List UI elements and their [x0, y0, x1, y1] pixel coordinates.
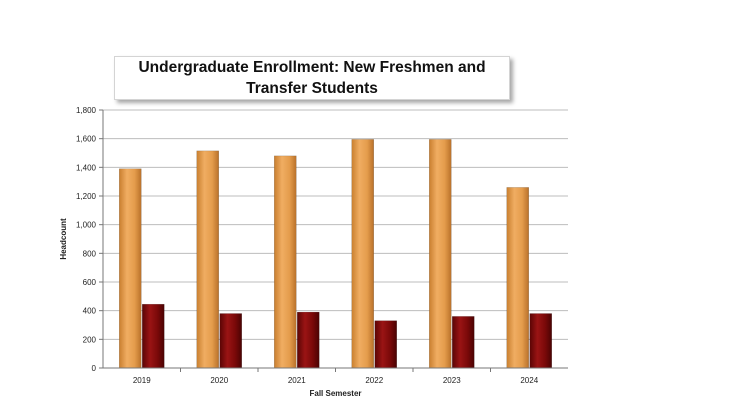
y-axis-ticks: 0 200 400 600 800 1,000 1,200 1,400 1,600 1,800 — [76, 106, 103, 373]
x-tick-label: 2022 — [365, 376, 383, 385]
x-axis-label: Fall Semester — [309, 389, 361, 398]
bar-series-1 — [119, 168, 142, 369]
y-tick-label: 1,000 — [76, 221, 97, 230]
x-tick-label: 2019 — [133, 376, 151, 385]
bar-series-2 — [529, 313, 552, 369]
x-tick-label: 2020 — [210, 376, 228, 385]
x-tick-label: 2023 — [443, 376, 461, 385]
y-tick-label: 1,800 — [76, 106, 97, 115]
chart-title-box: Undergraduate Enrollment: New Freshmen a… — [114, 56, 510, 100]
y-tick-label: 400 — [83, 307, 97, 316]
y-tick-label: 1,600 — [76, 135, 97, 144]
bar-series-2 — [297, 311, 320, 369]
bar-series-2 — [452, 316, 475, 369]
chart-title: Undergraduate Enrollment: New Freshmen a… — [138, 59, 486, 97]
y-tick-label: 0 — [92, 364, 97, 373]
y-tick-label: 1,200 — [76, 192, 97, 201]
bars — [119, 139, 552, 369]
x-tick-label: 2021 — [288, 376, 306, 385]
y-axis-label: Headcount — [59, 218, 68, 260]
bar-series-2 — [142, 303, 165, 369]
y-tick-label: 600 — [83, 278, 97, 287]
bar-series-1 — [506, 187, 529, 369]
bar-series-2 — [219, 313, 242, 369]
y-tick-label: 1,400 — [76, 163, 97, 172]
bar-series-1 — [351, 139, 374, 369]
bar-series-1 — [274, 155, 297, 369]
x-axis-ticks: 2019 2020 2021 2022 2023 2024 — [133, 368, 539, 385]
y-tick-label: 200 — [83, 335, 97, 344]
x-tick-label: 2024 — [520, 376, 538, 385]
gridlines — [103, 109, 568, 340]
y-tick-label: 800 — [83, 249, 97, 258]
bar-series-1 — [196, 150, 219, 369]
bar-series-1 — [429, 139, 452, 369]
bar-series-2 — [374, 320, 397, 369]
